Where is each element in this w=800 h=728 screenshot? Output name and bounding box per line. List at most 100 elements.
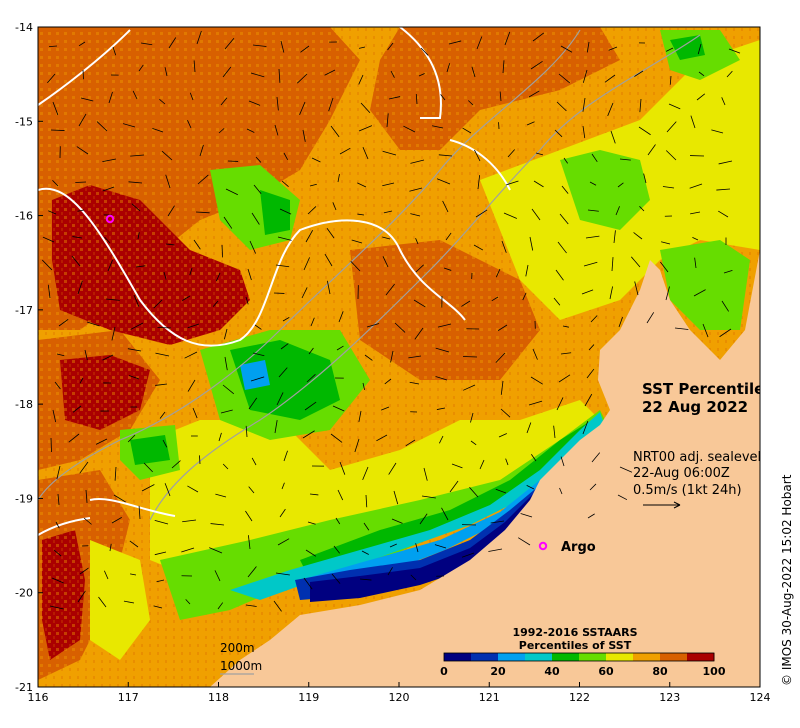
- velocity-vector: [154, 519, 169, 525]
- velocity-vector: [335, 517, 341, 525]
- velocity-vector: [104, 570, 109, 580]
- velocity-vector: [409, 187, 423, 192]
- velocity-vector: [80, 97, 94, 102]
- velocity-vector: [613, 230, 616, 244]
- velocity-vector: [526, 121, 535, 126]
- velocity-vector: [111, 517, 122, 524]
- velocity-vector: [366, 323, 380, 328]
- velocity-vector: [56, 353, 65, 357]
- velocity-vector: [112, 46, 117, 56]
- map-area: Argo SST Percentiles 22 Aug 2022 NRT00 a…: [38, 27, 760, 687]
- velocity-vector: [339, 147, 351, 155]
- velocity-vector: [694, 257, 697, 269]
- velocity-vector: [582, 421, 589, 435]
- velocity-vector: [615, 206, 620, 216]
- velocity-vector: [468, 100, 474, 106]
- velocity-vector: [358, 74, 364, 85]
- velocity-vector: [224, 356, 228, 371]
- velocity-vector: [357, 182, 367, 188]
- colorbar-tick-label: 80: [652, 665, 668, 678]
- velocity-vector: [332, 202, 337, 211]
- velocity-vector: [54, 381, 61, 390]
- velocity-vector: [199, 455, 201, 465]
- contour-line: [449, 139, 511, 191]
- velocity-vector: [413, 299, 426, 308]
- velocity-vector: [181, 547, 195, 553]
- velocity-vector: [274, 124, 279, 136]
- velocity-vector: [280, 40, 285, 53]
- velocity-vector: [528, 90, 540, 98]
- velocity-vector: [491, 296, 499, 302]
- velocity-vector: [638, 126, 651, 136]
- velocity-vector: [490, 520, 505, 524]
- velocity-vector: [49, 605, 64, 610]
- velocity-vector: [403, 125, 416, 133]
- velocity-vector: [604, 74, 616, 83]
- velocity-vector: [350, 260, 361, 272]
- velocity-vector: [619, 158, 631, 161]
- velocity-vector: [153, 605, 163, 609]
- velocity-vector: [305, 230, 314, 243]
- velocity-vector: [557, 241, 567, 254]
- velocity-vector: [154, 551, 167, 556]
- velocity-vector: [215, 272, 221, 282]
- velocity-vector: [692, 236, 699, 241]
- velocity-vector: [104, 236, 111, 244]
- velocity-vector: [526, 422, 532, 434]
- velocity-vector: [275, 572, 290, 576]
- velocity-vector: [591, 153, 598, 163]
- velocity-vector: [218, 432, 222, 442]
- velocity-vector: [442, 200, 449, 213]
- velocity-vector: [498, 433, 507, 438]
- velocity-vector: [85, 489, 88, 503]
- velocity-vector: [326, 280, 331, 295]
- y-tick-label: -16: [15, 210, 33, 223]
- sst-zone-green: [670, 35, 705, 60]
- velocity-vector: [617, 182, 624, 188]
- velocity-vector: [127, 348, 142, 352]
- velocity-vector: [500, 380, 504, 395]
- velocity-vector: [250, 376, 265, 382]
- velocity-vector: [587, 513, 595, 519]
- x-tick-label: 121: [479, 691, 500, 704]
- velocity-vector: [582, 97, 586, 112]
- velocity-vector: [165, 174, 171, 189]
- velocity-vector: [310, 317, 315, 327]
- velocity-vector: [77, 209, 85, 212]
- sst-zone-light-blue: [300, 480, 545, 595]
- velocity-vector: [462, 356, 478, 358]
- velocity-vector: [634, 70, 644, 77]
- velocity-vector: [357, 213, 365, 216]
- velocity-vector: [171, 460, 181, 469]
- x-tick-label: 117: [118, 691, 139, 704]
- velocity-vector: [83, 517, 92, 525]
- colorbar-swatch: [606, 653, 634, 661]
- velocity-vector: [610, 130, 616, 144]
- velocity-vector: [189, 92, 194, 101]
- velocity-vector: [434, 544, 447, 549]
- velocity-vector: [607, 102, 614, 117]
- velocity-vector: [209, 547, 223, 554]
- velocity-vector: [716, 188, 731, 191]
- velocity-vector: [82, 69, 84, 80]
- velocity-vector: [553, 425, 556, 439]
- velocity-vector: [79, 567, 89, 575]
- colorbar-tick-label: 0: [440, 665, 448, 678]
- colorbar-swatch: [579, 653, 607, 661]
- velocity-vector: [409, 381, 420, 385]
- velocity-vector: [497, 324, 508, 331]
- velocity-vector: [109, 543, 112, 552]
- velocity-vector: [84, 349, 88, 361]
- velocity-vector: [449, 480, 459, 493]
- velocity-vector: [273, 600, 282, 612]
- velocity-vector: [301, 287, 308, 299]
- velocity-vector: [560, 456, 565, 467]
- velocity-vector: [248, 397, 258, 410]
- sst-zone-light-green: [660, 240, 750, 330]
- velocity-vector: [72, 236, 83, 239]
- velocity-vector: [337, 489, 344, 501]
- velocity-vector: [531, 208, 541, 221]
- velocity-vector: [362, 382, 365, 391]
- velocity-vector: [387, 42, 394, 51]
